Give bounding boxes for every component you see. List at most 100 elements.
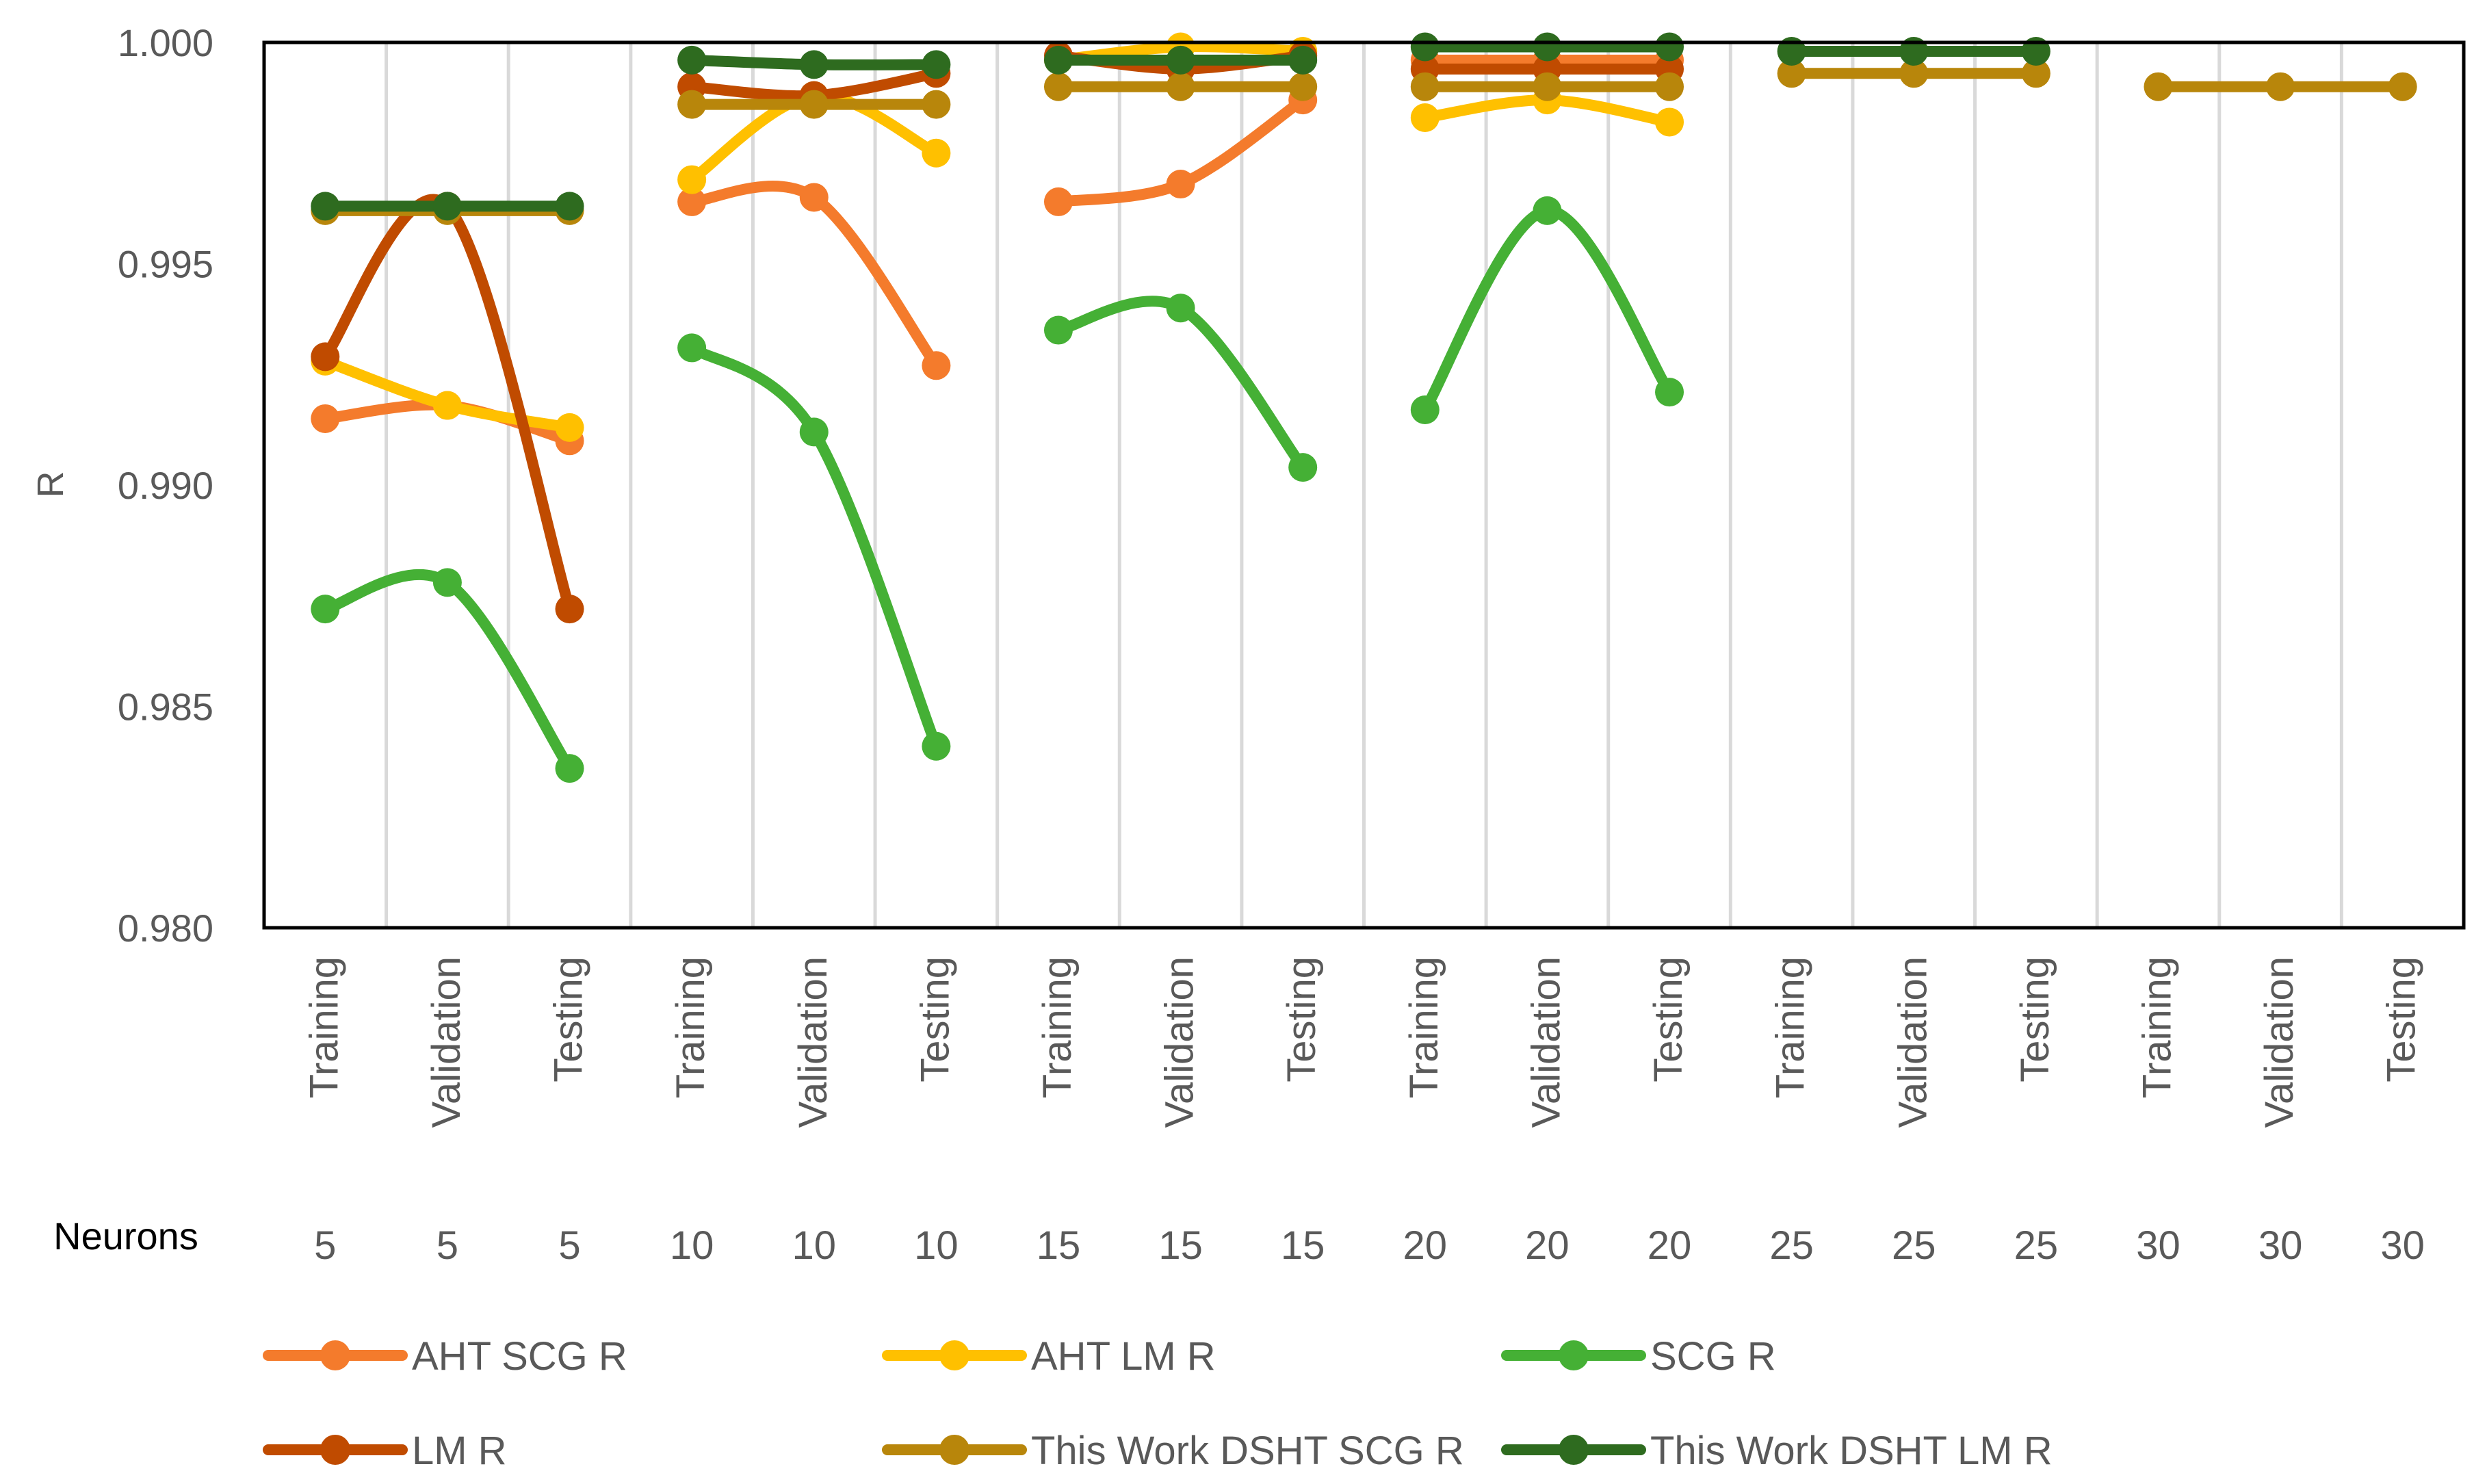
data-point [311,404,340,433]
neurons-value: 30 [2136,1223,2180,1268]
x-tick-label: Testing [547,956,591,1082]
legend-swatch-marker [1559,1340,1589,1370]
data-point [677,333,707,363]
x-tick-label: Validation [424,956,469,1128]
legend-swatch-marker [1559,1435,1589,1465]
data-point [922,50,951,79]
data-point [555,595,584,624]
data-point [1166,72,1195,101]
y-axis-label: R [30,471,71,498]
data-point [1655,378,1684,407]
x-tick-label: Testing [2013,956,2057,1082]
neurons-value: 10 [792,1223,836,1268]
x-tick-label: Training [1402,956,1446,1098]
neurons-value: 25 [2014,1223,2059,1268]
x-tick-label: Testing [1279,956,1324,1082]
data-point [1533,32,1562,62]
legend-item: LM R [263,1429,507,1473]
data-point [1166,170,1195,199]
x-tick-label: Training [1035,956,1080,1098]
data-point [1533,72,1562,101]
data-point [432,391,462,420]
neurons-value: 25 [1769,1223,1814,1268]
data-point [2144,72,2173,101]
data-point [1655,32,1684,62]
plot-area-border [262,40,2466,930]
data-point [311,192,340,221]
data-point [2388,72,2417,101]
neurons-value: 10 [670,1223,714,1268]
data-point [677,187,707,216]
series-line [686,181,942,372]
data-point [799,90,829,119]
data-point [922,731,951,761]
neurons-value: 5 [314,1223,336,1268]
x-tick-label: Validation [1890,956,1935,1128]
gridlines [385,42,2343,928]
legend-label: This Work DSHT LM R [1650,1429,2053,1473]
legend: AHT SCG R AHT LM R SCG R LM R This Work DSHT… [263,1334,2053,1473]
y-axis: 0.980 0.985 0.990 0.995 1.000 [118,21,213,950]
neurons-value: 20 [1525,1223,1570,1268]
legend-label: This Work DSHT SCG R [1031,1429,1464,1473]
data-point [555,192,584,221]
series-line [320,569,575,774]
neurons-value: 30 [2258,1223,2303,1268]
data-point [432,192,462,221]
data-point [1655,107,1684,137]
legend-label: AHT SCG R [412,1334,627,1379]
legend-item: SCG R [1501,1334,1776,1379]
data-point [1288,453,1318,482]
legend-label: AHT LM R [1031,1334,1216,1379]
neurons-value: 25 [1892,1223,1936,1268]
data-point [2266,72,2295,101]
neurons-value: 5 [558,1223,580,1268]
data-point [432,568,462,597]
neurons-row: 5 5 5 10 10 10 15 15 15 20 20 20 25 25 25 30 30 30 [314,1223,2425,1268]
data-point [922,90,951,119]
data-point [311,595,340,624]
data-point [1899,59,1929,88]
neurons-label: Neurons [53,1214,198,1258]
x-tick-label: Validation [791,956,835,1128]
neurons-value: 20 [1648,1223,1692,1268]
data-point [311,342,340,372]
x-tick-label: Training [2135,956,2179,1098]
data-point [1777,59,1806,88]
data-point [1043,72,1073,101]
data-point [922,138,951,168]
neurons-value: 15 [1037,1223,1081,1268]
data-point [555,754,584,783]
x-tick-label: Training [302,956,346,1098]
data-point [1410,103,1440,132]
data-point [1043,187,1073,216]
data-point [677,90,707,119]
x-tick-label: Training [1769,956,1813,1098]
legend-label: SCG R [1650,1334,1776,1379]
x-tick-label: Testing [2380,956,2424,1082]
data-point [799,50,829,79]
data-point [677,45,707,75]
neurons-value: 15 [1158,1223,1203,1268]
y-tick-label: 0.985 [118,686,213,729]
y-tick-label: 0.990 [118,464,213,507]
data-point [1288,45,1318,75]
series-line [1419,205,1676,416]
x-tick-label: Training [668,956,713,1098]
data-point [1410,395,1440,425]
x-axis: Training Validation Testing Training Validat… [302,956,2423,1128]
data-point [677,165,707,194]
y-tick-label: 0.995 [118,243,213,286]
legend-item: This Work DSHT SCG R [882,1429,1464,1473]
neurons-value: 30 [2380,1223,2425,1268]
x-tick-label: Validation [1158,956,1202,1128]
y-tick-label: 0.980 [118,907,213,950]
legend-swatch-marker [939,1435,969,1465]
data-point [1410,32,1440,62]
data-point [555,413,584,442]
data-point [2021,59,2050,88]
x-tick-label: Testing [913,956,957,1082]
data-point [1533,196,1562,225]
x-tick-label: Testing [1646,956,1691,1082]
y-tick-label: 1.000 [118,21,213,64]
